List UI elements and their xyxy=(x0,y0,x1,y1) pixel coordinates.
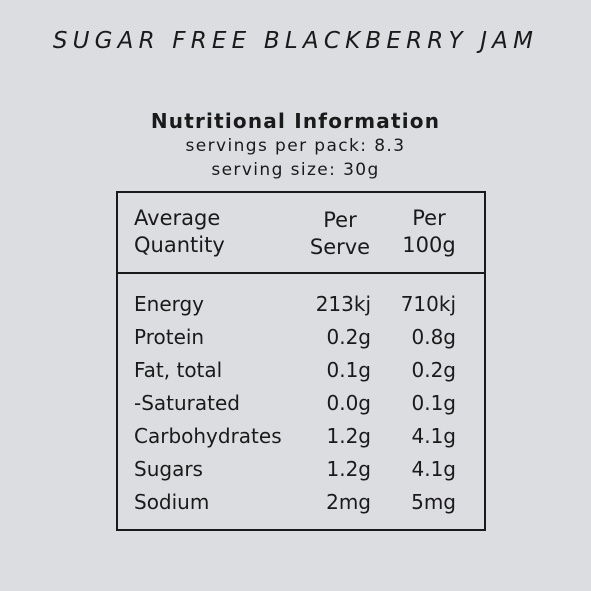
header-per-100g-line-1: Per xyxy=(412,206,446,230)
table-row-fat-total: Fat, total 0.1g 0.2g xyxy=(118,354,484,387)
nutrition-title: Nutritional Information xyxy=(150,109,441,133)
header-divider xyxy=(118,272,484,274)
header-per-100g-line-2: 100g xyxy=(402,233,456,257)
header-quantity-line-1: Average xyxy=(134,206,221,230)
header-per-100g: Per 100g xyxy=(394,205,464,259)
table-row-carbohydrates: Carbohydrates 1.2g 4.1g xyxy=(118,420,484,453)
per-100g-value: 0.2g xyxy=(411,358,456,382)
per-serve-value: 1.2g xyxy=(326,424,371,448)
nutrient-rows: Energy 213kj 710kj Protein 0.2g 0.8g Fat… xyxy=(118,288,484,519)
per-serve-value: 0.2g xyxy=(326,325,371,349)
nutrition-header: Nutritional Information servings per pac… xyxy=(0,108,591,182)
nutrient-name: Sodium xyxy=(134,490,210,514)
per-serve-value: 1.2g xyxy=(326,457,371,481)
per-100g-value: 0.8g xyxy=(411,325,456,349)
nutrient-name: Carbohydrates xyxy=(134,424,282,448)
table-row-saturated: -Saturated 0.0g 0.1g xyxy=(118,387,484,420)
table-row-sugars: Sugars 1.2g 4.1g xyxy=(118,453,484,486)
per-100g-value: 4.1g xyxy=(411,457,456,481)
per-100g-value: 4.1g xyxy=(411,424,456,448)
table-row-sodium: Sodium 2mg 5mg xyxy=(118,486,484,519)
per-100g-value: 710kj xyxy=(400,292,456,316)
per-serve-value: 0.0g xyxy=(326,391,371,415)
per-serve-value: 2mg xyxy=(326,490,371,514)
table-row-protein: Protein 0.2g 0.8g xyxy=(118,321,484,354)
header-per-serve-line-2: Serve xyxy=(309,235,371,259)
per-100g-value: 5mg xyxy=(411,490,456,514)
header-quantity-line-2: Quantity xyxy=(134,233,225,257)
table-row-energy: Energy 213kj 710kj xyxy=(118,288,484,321)
header-per-serve-line-1: Per xyxy=(323,208,357,232)
per-serve-value: 213kj xyxy=(315,292,371,316)
serving-size: serving size: 30g xyxy=(211,160,380,180)
header-average-quantity: Average Quantity xyxy=(134,205,225,259)
nutrient-name: Protein xyxy=(134,325,205,349)
per-100g-value: 0.1g xyxy=(411,391,456,415)
nutrient-name: Fat, total xyxy=(134,358,223,382)
nutrition-table: Average Quantity Per Serve Per 100g Ener… xyxy=(116,191,486,531)
nutrient-name: -Saturated xyxy=(134,391,241,415)
per-serve-value: 0.1g xyxy=(326,358,371,382)
nutrient-name: Sugars xyxy=(134,457,203,481)
header-per-serve: Per Serve xyxy=(305,207,375,261)
nutrient-name: Energy xyxy=(134,292,205,316)
servings-per-pack: servings per pack: 8.3 xyxy=(185,136,406,156)
product-title: SUGAR FREE BLACKBERRY JAM xyxy=(52,28,539,54)
